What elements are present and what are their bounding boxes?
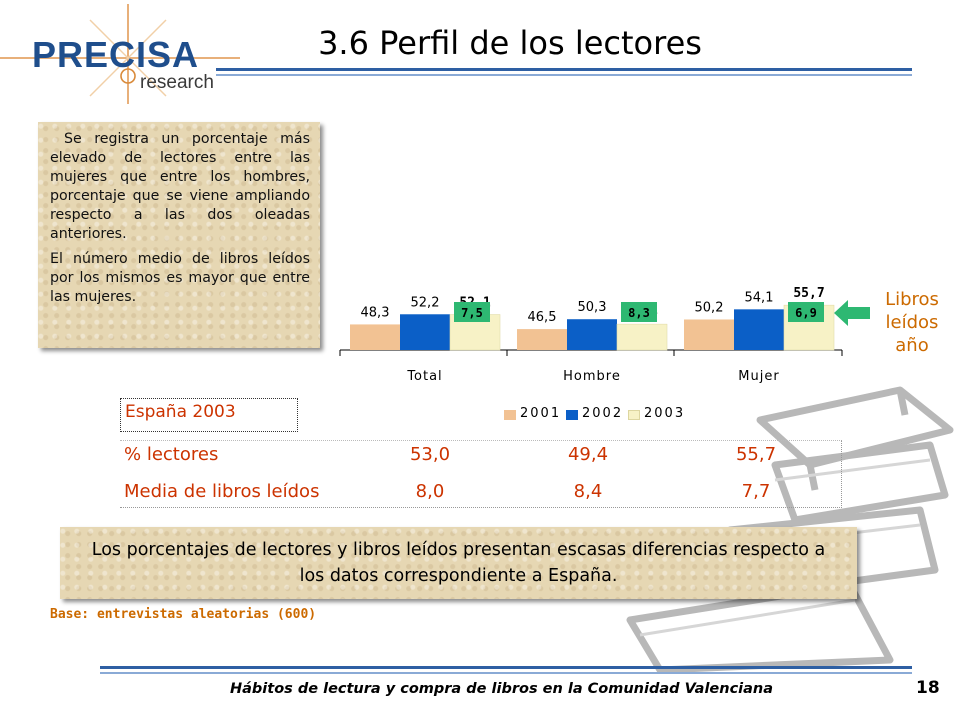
category-label-total: Total bbox=[406, 369, 442, 384]
bar-hombre-2003 bbox=[616, 323, 668, 351]
value-lectores-mujer: 55,7 bbox=[735, 444, 777, 465]
value-lectores-total: 53,0 bbox=[409, 444, 451, 465]
data-label-hombre-2002: 50,3 bbox=[578, 300, 607, 315]
books-label-hombre: 8,3 bbox=[628, 306, 650, 320]
conclusion-text: Los porcentajes de lectores y libros leí… bbox=[91, 540, 826, 586]
books-label-mujer: 6,9 bbox=[795, 306, 817, 320]
conclusion-box: Los porcentajes de lectores y libros leí… bbox=[60, 527, 857, 599]
bar-hombre-2001 bbox=[517, 329, 567, 350]
libros-label-line-3: año bbox=[895, 335, 929, 356]
logo-star-graphic bbox=[0, 4, 240, 104]
data-label-total-2001: 48,3 bbox=[361, 305, 390, 320]
row-label-lectores: % lectores bbox=[124, 444, 219, 465]
footer-rule-thin bbox=[100, 672, 912, 674]
value-lectores-hombre: 49,4 bbox=[567, 444, 609, 465]
legend-swatch-2002 bbox=[566, 410, 578, 420]
page-number: 18 bbox=[916, 678, 940, 698]
legend-label-2002: 2002 bbox=[582, 406, 624, 421]
footer-text: Hábitos de lectura y compra de libros en… bbox=[230, 681, 774, 697]
footer-rule bbox=[100, 666, 912, 669]
note-paragraph-1: Se registra un porcentaje más elevado de… bbox=[50, 131, 310, 242]
row-label-media-libros: Media de libros leídos bbox=[124, 481, 320, 502]
legend-swatch-2003 bbox=[628, 410, 640, 420]
note-paragraph-2: El número medio de libros leídos por los… bbox=[50, 251, 310, 305]
bar-mujer-2002 bbox=[734, 309, 784, 350]
spain-title: España 2003 bbox=[125, 402, 236, 422]
value-media-hombre: 8,4 bbox=[573, 481, 603, 502]
bar-hombre-2002 bbox=[567, 319, 617, 350]
libros-label-line-2: leídos bbox=[885, 312, 939, 333]
data-label-total-2002: 52,2 bbox=[411, 295, 440, 310]
bar-total-2002 bbox=[400, 314, 450, 350]
arrow-left-icon bbox=[834, 300, 870, 326]
bar-mujer-2001 bbox=[684, 319, 734, 350]
data-label-mujer-2001: 50,2 bbox=[695, 300, 724, 315]
spain-title-box: España 2003 bbox=[120, 398, 298, 432]
value-media-mujer: 7,7 bbox=[741, 481, 771, 502]
books-badge-total bbox=[454, 302, 490, 322]
data-label-hombre-2001: 46,5 bbox=[528, 310, 557, 325]
value-media-total: 8,0 bbox=[415, 481, 445, 502]
title-rule-thin bbox=[216, 74, 912, 76]
readers-profile-chart: 48,352,252,17,5Total46,550,348,48,3Hombr… bbox=[339, 286, 843, 384]
books-label-total: 7,5 bbox=[461, 306, 483, 320]
page-title: 3.6 Perfil de los lectores bbox=[318, 24, 702, 62]
chart-legend: 2001 2002 2003 bbox=[502, 406, 722, 426]
libros-label-line-1: Libros bbox=[885, 289, 939, 310]
spain-table: % lectores 53,0 49,4 55,7 Media de libro… bbox=[120, 440, 842, 508]
explanation-note: Se registra un porcentaje más elevado de… bbox=[38, 122, 320, 348]
data-label-mujer-2002: 54,1 bbox=[745, 290, 774, 305]
category-label-hombre: Hombre bbox=[563, 369, 621, 384]
base-note: Base: entrevistas aleatorias (600) bbox=[50, 607, 317, 622]
books-badge-mujer bbox=[788, 302, 824, 322]
legend-label-2001: 2001 bbox=[520, 406, 562, 421]
legend-swatch-2001 bbox=[504, 410, 516, 420]
books-badge-hombre bbox=[621, 302, 657, 322]
logo-wordmark: PRECISA bbox=[32, 34, 200, 75]
category-label-mujer: Mujer bbox=[738, 369, 779, 384]
legend-label-2003: 2003 bbox=[644, 406, 686, 421]
data-label-mujer-2003: 55,7 bbox=[793, 286, 824, 301]
title-rule bbox=[216, 68, 912, 71]
logo-subtitle: research bbox=[140, 72, 214, 93]
bar-total-2001 bbox=[350, 324, 400, 350]
